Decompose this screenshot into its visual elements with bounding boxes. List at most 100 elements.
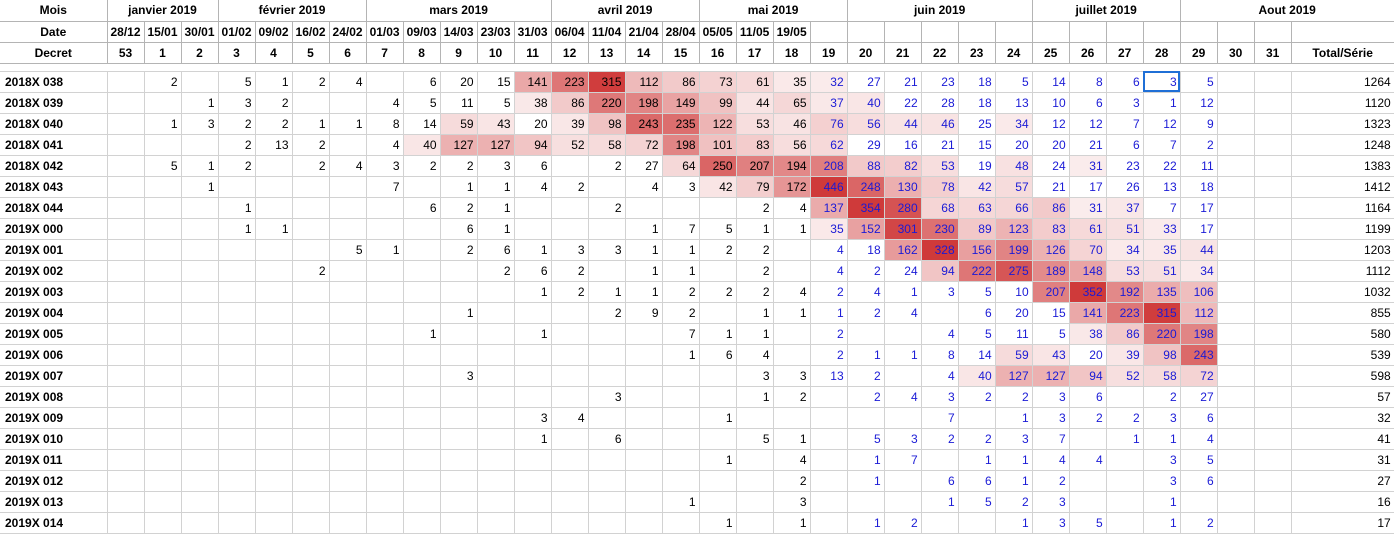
value-cell[interactable] — [329, 449, 367, 471]
value-cell[interactable]: 2 — [736, 197, 774, 219]
value-cell[interactable]: 1 — [884, 281, 922, 303]
value-cell[interactable] — [292, 386, 330, 408]
value-cell[interactable]: 44 — [1180, 239, 1218, 261]
value-cell[interactable]: 1 — [625, 239, 663, 261]
date-header[interactable]: 28/04 — [662, 21, 700, 43]
value-cell[interactable]: 11 — [1180, 155, 1218, 177]
value-cell[interactable]: 1 — [699, 512, 737, 534]
value-cell[interactable] — [403, 239, 441, 261]
value-cell[interactable] — [218, 470, 256, 492]
value-cell[interactable]: 6 — [477, 239, 515, 261]
value-cell[interactable] — [255, 260, 293, 282]
value-cell[interactable]: 1 — [1143, 428, 1181, 450]
value-cell[interactable] — [477, 407, 515, 429]
value-cell[interactable]: 12 — [1143, 113, 1181, 135]
value-cell[interactable] — [588, 260, 626, 282]
series-label[interactable]: 2019X 011 — [0, 449, 108, 471]
value-cell[interactable]: 98 — [588, 113, 626, 135]
value-cell[interactable]: 1 — [218, 218, 256, 240]
value-cell[interactable] — [1254, 260, 1292, 282]
row-label-decret[interactable]: Decret — [0, 42, 108, 64]
value-cell[interactable]: 3 — [662, 176, 700, 198]
value-cell[interactable] — [329, 218, 367, 240]
value-cell[interactable]: 1 — [440, 302, 478, 324]
value-cell[interactable] — [551, 365, 589, 387]
month-header[interactable]: juin 2019 — [847, 0, 1033, 22]
value-cell[interactable] — [218, 407, 256, 429]
value-cell[interactable]: 199 — [995, 239, 1033, 261]
value-cell[interactable]: 2 — [1069, 407, 1107, 429]
value-cell[interactable] — [699, 428, 737, 450]
value-cell[interactable] — [403, 512, 441, 534]
value-cell[interactable]: 446 — [810, 176, 848, 198]
value-cell[interactable]: 4 — [329, 155, 367, 177]
value-cell[interactable]: 328 — [921, 239, 959, 261]
value-cell[interactable] — [218, 239, 256, 261]
value-cell[interactable]: 44 — [884, 113, 922, 135]
value-cell[interactable]: 2 — [218, 134, 256, 156]
value-cell[interactable]: 1 — [699, 449, 737, 471]
value-cell[interactable]: 1 — [514, 428, 552, 450]
value-cell[interactable] — [551, 218, 589, 240]
value-cell[interactable]: 1 — [588, 281, 626, 303]
value-cell[interactable] — [810, 428, 848, 450]
series-label[interactable]: 2019X 004 — [0, 302, 108, 324]
value-cell[interactable] — [292, 512, 330, 534]
value-cell[interactable]: 40 — [958, 365, 996, 387]
value-cell[interactable]: 198 — [662, 134, 700, 156]
value-cell[interactable]: 52 — [551, 134, 589, 156]
value-cell[interactable] — [477, 491, 515, 513]
date-header[interactable] — [958, 21, 996, 43]
value-cell[interactable] — [699, 302, 737, 324]
value-cell[interactable]: 37 — [1106, 197, 1144, 219]
value-cell[interactable]: 9 — [1180, 113, 1218, 135]
value-cell[interactable]: 33 — [1143, 218, 1181, 240]
total-cell[interactable]: 539 — [1291, 344, 1394, 366]
value-cell[interactable] — [810, 386, 848, 408]
value-cell[interactable] — [144, 302, 182, 324]
value-cell[interactable]: 3 — [1032, 386, 1070, 408]
decret-header[interactable]: 4 — [255, 42, 293, 64]
value-cell[interactable]: 1 — [921, 491, 959, 513]
decret-header[interactable]: 21 — [884, 42, 922, 64]
value-cell[interactable]: 15 — [477, 71, 515, 93]
total-cell[interactable]: 1203 — [1291, 239, 1394, 261]
value-cell[interactable]: 1 — [292, 113, 330, 135]
value-cell[interactable]: 4 — [921, 323, 959, 345]
value-cell[interactable] — [144, 386, 182, 408]
value-cell[interactable]: 1 — [625, 218, 663, 240]
value-cell[interactable] — [662, 449, 700, 471]
value-cell[interactable]: 8 — [366, 113, 404, 135]
value-cell[interactable]: 3 — [921, 281, 959, 303]
decret-header[interactable]: 11 — [514, 42, 552, 64]
series-label[interactable]: 2018X 040 — [0, 113, 108, 135]
value-cell[interactable]: 59 — [440, 113, 478, 135]
value-cell[interactable]: 122 — [699, 113, 737, 135]
value-cell[interactable] — [144, 239, 182, 261]
value-cell[interactable]: 7 — [884, 449, 922, 471]
value-cell[interactable] — [366, 71, 404, 93]
value-cell[interactable] — [181, 323, 219, 345]
value-cell[interactable] — [366, 428, 404, 450]
value-cell[interactable] — [440, 449, 478, 471]
value-cell[interactable] — [588, 407, 626, 429]
value-cell[interactable] — [107, 386, 145, 408]
decret-header[interactable]: 8 — [403, 42, 441, 64]
value-cell[interactable] — [329, 344, 367, 366]
value-cell[interactable]: 61 — [1069, 218, 1107, 240]
decret-header[interactable]: 18 — [773, 42, 811, 64]
value-cell[interactable] — [366, 344, 404, 366]
value-cell[interactable] — [1254, 134, 1292, 156]
month-header[interactable]: Aout 2019 — [1180, 0, 1394, 22]
value-cell[interactable]: 141 — [514, 71, 552, 93]
total-cell[interactable]: 1120 — [1291, 92, 1394, 114]
value-cell[interactable] — [366, 512, 404, 534]
value-cell[interactable] — [884, 470, 922, 492]
value-cell[interactable]: 5 — [699, 218, 737, 240]
value-cell[interactable]: 1 — [1143, 491, 1181, 513]
value-cell[interactable] — [107, 470, 145, 492]
value-cell[interactable] — [1069, 470, 1107, 492]
value-cell[interactable] — [699, 197, 737, 219]
decret-header[interactable]: 14 — [625, 42, 663, 64]
value-cell[interactable]: 2 — [255, 113, 293, 135]
